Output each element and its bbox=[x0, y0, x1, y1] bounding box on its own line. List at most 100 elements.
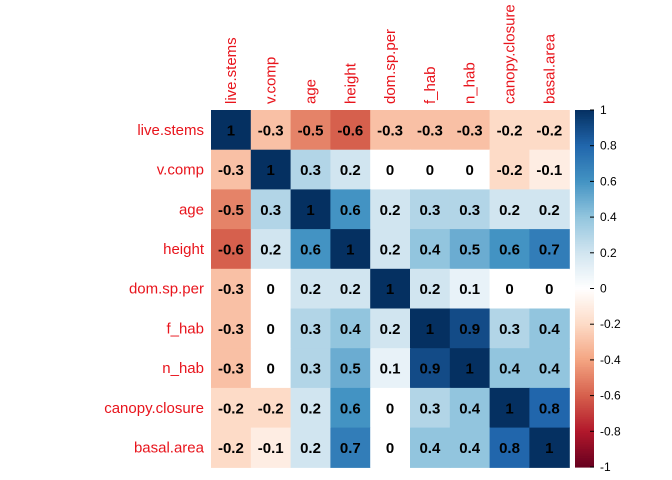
heatmap-cell bbox=[489, 189, 530, 230]
heatmap-cell bbox=[211, 149, 252, 190]
colorbar-segment bbox=[575, 456, 594, 459]
column-label: height bbox=[342, 62, 359, 104]
colorbar-segment bbox=[575, 449, 594, 452]
colorbar-segment bbox=[575, 174, 594, 177]
heatmap-cell bbox=[449, 387, 491, 429]
cell-value-label: -0.3 bbox=[377, 122, 403, 139]
colorbar-segment bbox=[575, 281, 594, 284]
colorbar-segment bbox=[575, 433, 594, 436]
heatmap-cell bbox=[330, 189, 371, 230]
heatmap-cell bbox=[370, 229, 411, 270]
heatmap-cell bbox=[370, 348, 411, 389]
cell-value-label: 0.6 bbox=[340, 202, 361, 219]
cell-value-label: 1 bbox=[505, 400, 513, 417]
colorbar-segment bbox=[575, 268, 594, 272]
cell-value-label: -0.3 bbox=[457, 122, 483, 139]
heatmap-cell bbox=[250, 268, 292, 310]
heatmap-cell bbox=[290, 229, 331, 270]
colorbar-segment bbox=[575, 151, 594, 154]
colorbar-segment bbox=[575, 374, 594, 377]
cell-value-label: 0.2 bbox=[380, 241, 401, 258]
colorbar-segment bbox=[575, 238, 594, 241]
heatmap-cell bbox=[449, 308, 491, 349]
colorbar-segment bbox=[575, 352, 594, 356]
heatmap-cell bbox=[330, 229, 371, 270]
colorbar-segment bbox=[575, 399, 594, 402]
colorbar-segment bbox=[575, 418, 594, 422]
heatmap-cell bbox=[290, 308, 331, 349]
colorbar-segment bbox=[575, 383, 594, 386]
colorbar-segment bbox=[575, 324, 594, 327]
colorbar-segment bbox=[575, 120, 594, 124]
colorbar-segment bbox=[575, 111, 594, 115]
colorbar-segment bbox=[575, 461, 594, 465]
heatmap-cell bbox=[250, 387, 292, 429]
cell-value-label: 0 bbox=[267, 281, 275, 298]
colorbar-segment bbox=[575, 283, 594, 286]
heatmap-cell bbox=[211, 308, 252, 349]
row-label: n_hab bbox=[162, 360, 204, 377]
colorbar-segment bbox=[575, 375, 594, 379]
colorbar-segment bbox=[575, 415, 594, 418]
heatmap-cell bbox=[330, 427, 371, 468]
colorbar-segment bbox=[575, 327, 594, 331]
row-label: dom.sp.per bbox=[129, 281, 204, 298]
colorbar-segment bbox=[575, 356, 594, 359]
colorbar-segment bbox=[575, 458, 594, 461]
colorbar-segment bbox=[575, 420, 594, 423]
colorbar-segment bbox=[575, 404, 594, 407]
colorbar-segment bbox=[575, 193, 594, 197]
heatmap-cell bbox=[211, 229, 252, 270]
cell-value-label: 0.7 bbox=[539, 241, 560, 258]
colorbar-segment bbox=[575, 347, 594, 350]
colorbar-segment bbox=[575, 251, 594, 254]
row-label: age bbox=[179, 201, 204, 218]
cell-value-label: 0.4 bbox=[419, 440, 441, 457]
heatmap-cell bbox=[529, 348, 570, 389]
cell-value-label: 0.8 bbox=[499, 440, 520, 457]
cell-value-label: -0.3 bbox=[218, 281, 244, 298]
cell-value-label: 0.2 bbox=[380, 321, 401, 338]
colorbar-segment bbox=[575, 318, 594, 322]
colorbar-segment bbox=[575, 215, 594, 218]
colorbar-segment bbox=[575, 124, 594, 127]
colorbar-segment bbox=[575, 311, 594, 315]
column-label: live.stems bbox=[223, 37, 240, 104]
colorbar-tick-label: -1 bbox=[600, 460, 611, 474]
column-labels: live.stems v.comp age height dom.sp.per f_hab… bbox=[223, 4, 558, 104]
colorbar-segment bbox=[575, 222, 594, 225]
colorbar-segment bbox=[575, 384, 594, 388]
colorbar-segment bbox=[575, 186, 594, 190]
colorbar-segment bbox=[575, 395, 594, 398]
colorbar-segment bbox=[575, 338, 594, 341]
colorbar-segment bbox=[575, 117, 594, 120]
colorbar-segment bbox=[575, 368, 594, 372]
heatmap-cell bbox=[529, 308, 570, 349]
cell-value-label: 1 bbox=[346, 241, 354, 258]
colorbar-segment bbox=[575, 265, 594, 268]
colorbar-segment bbox=[575, 302, 594, 306]
colorbar-segment bbox=[575, 445, 594, 448]
colorbar-segment bbox=[575, 392, 594, 395]
colorbar-segment bbox=[575, 172, 594, 175]
heatmap-cell bbox=[290, 348, 331, 389]
heatmap-cell bbox=[211, 387, 252, 429]
colorbar-segment bbox=[575, 424, 594, 427]
cell-value-label: 0.2 bbox=[419, 281, 440, 298]
colorbar-segment bbox=[575, 267, 594, 270]
colorbar-tick-label: 0.4 bbox=[600, 210, 617, 224]
column-label: basal.area bbox=[541, 33, 558, 104]
heatmap-cell bbox=[529, 189, 570, 230]
colorbar-segment bbox=[575, 408, 594, 411]
heatmap-cell bbox=[449, 110, 491, 151]
colorbar-segment bbox=[575, 429, 594, 432]
colorbar-segment bbox=[575, 133, 594, 136]
heatmap-cell bbox=[250, 427, 292, 468]
colorbar-segment bbox=[575, 129, 594, 133]
colorbar-segment bbox=[575, 434, 594, 438]
column-label: n_hab bbox=[462, 62, 479, 104]
colorbar-segment bbox=[575, 213, 594, 216]
colorbar-segment bbox=[575, 211, 594, 215]
colorbar-segment bbox=[575, 126, 594, 129]
colorbar-segment bbox=[575, 118, 594, 122]
